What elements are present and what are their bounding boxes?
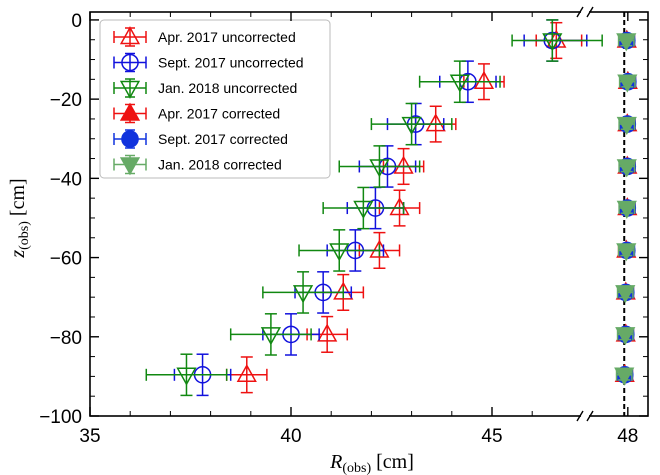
data-point bbox=[333, 281, 354, 300]
legend-label: Jan. 2018 uncorrected bbox=[158, 80, 297, 96]
legend-label: Sept. 2017 corrected bbox=[158, 131, 288, 147]
data-point bbox=[449, 74, 470, 93]
legend-entry: Apr. 2017 corrected bbox=[113, 102, 280, 124]
x-tick-label: 35 bbox=[79, 426, 100, 447]
data-point bbox=[473, 70, 495, 89]
legend-entry: Jan. 2018 uncorrected bbox=[113, 78, 297, 99]
y-tick-label: −80 bbox=[50, 328, 82, 349]
plot-area bbox=[145, 12, 638, 416]
legend-label: Jan. 2018 corrected bbox=[158, 157, 282, 173]
axes: 35 40 45 48 0 −20 −40 −60 −80 −100 bbox=[39, 6, 649, 447]
x-axis-title: R(obs) [cm] bbox=[329, 451, 414, 475]
data-point bbox=[401, 116, 422, 135]
legend-label: Apr. 2017 corrected bbox=[158, 106, 280, 122]
legend-box bbox=[99, 19, 331, 179]
data-point bbox=[353, 200, 374, 219]
data-point bbox=[616, 116, 637, 135]
y-tick-label: −100 bbox=[39, 407, 82, 428]
data-point bbox=[542, 33, 563, 52]
axis-break-gap bbox=[581, 9, 589, 15]
y-tick-label: −60 bbox=[50, 249, 82, 270]
data-point bbox=[176, 367, 197, 386]
data-point bbox=[292, 285, 314, 304]
legend-marker bbox=[119, 80, 141, 99]
data-point bbox=[616, 159, 637, 178]
y-tick-label: −40 bbox=[50, 169, 82, 190]
data-point bbox=[617, 74, 638, 93]
data-point bbox=[369, 159, 390, 178]
legend-marker bbox=[119, 102, 141, 121]
data-point bbox=[615, 285, 636, 304]
data-point bbox=[236, 363, 257, 383]
legend-entry: Sept. 2017 corrected bbox=[113, 129, 288, 149]
data-point bbox=[616, 243, 637, 262]
axis-break-gap bbox=[581, 413, 589, 419]
y-tick-label: −20 bbox=[50, 90, 82, 111]
legend-entry: Jan. 2018 corrected bbox=[113, 154, 282, 176]
y-tick-label: 0 bbox=[71, 11, 82, 32]
data-point bbox=[616, 200, 637, 219]
y-axis-title: z(obs) [cm] bbox=[7, 178, 32, 258]
x-tick-label: 48 bbox=[617, 426, 638, 447]
axis-break-mark bbox=[586, 410, 594, 422]
legend-marker bbox=[119, 26, 141, 45]
series-5 bbox=[614, 33, 638, 386]
x-tick-label: 45 bbox=[481, 426, 502, 447]
data-point bbox=[329, 243, 350, 262]
legend: Apr. 2017 uncorrected Sept. 2017 uncorrec… bbox=[99, 19, 331, 179]
legend-label: Sept. 2017 uncorrected bbox=[158, 55, 304, 71]
data-point bbox=[260, 327, 282, 346]
axis-break-mark bbox=[576, 410, 584, 422]
axis-break-mark bbox=[586, 6, 594, 18]
data-point bbox=[616, 33, 637, 52]
legend-entry: Apr. 2017 uncorrected bbox=[113, 26, 296, 47]
legend-marker bbox=[121, 53, 139, 72]
plot-frame bbox=[89, 11, 649, 417]
legend-marker bbox=[119, 157, 141, 176]
x-tick-label: 40 bbox=[280, 426, 301, 447]
axis-break-mark bbox=[576, 6, 584, 18]
series-2 bbox=[145, 19, 603, 397]
data-point bbox=[615, 327, 636, 346]
legend-entry: Sept. 2017 uncorrected bbox=[113, 52, 304, 73]
legend-marker bbox=[121, 130, 139, 148]
data-point bbox=[614, 367, 635, 386]
data-point bbox=[317, 323, 338, 342]
data-point bbox=[393, 155, 414, 174]
data-point bbox=[425, 113, 446, 132]
legend-label: Apr. 2017 uncorrected bbox=[158, 29, 296, 45]
